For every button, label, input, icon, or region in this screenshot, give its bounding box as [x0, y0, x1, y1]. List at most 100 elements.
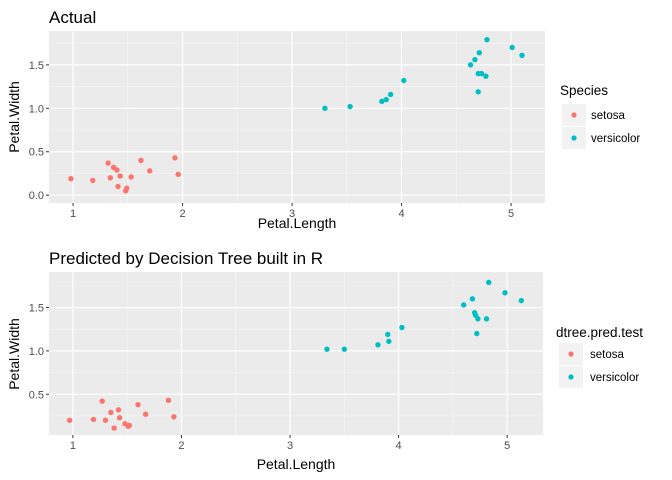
data-point-versicolor	[385, 331, 391, 338]
data-point-setosa	[108, 409, 114, 416]
actual-scatter-plot: Actual 1 2 3 4 5 0.0 0.5 1.0 1.5 Petal.Length P…	[6, 8, 640, 231]
data-point-versicolor	[375, 342, 381, 348]
x-tick-label: 1	[70, 440, 76, 452]
x-axis-title: Petal.Length	[258, 215, 337, 231]
data-point-versicolor	[518, 297, 524, 304]
x-tick-label: 2	[178, 440, 184, 452]
data-point-setosa	[107, 175, 114, 181]
data-point-versicolor	[475, 89, 481, 95]
legend-title: dtree.pred.test	[556, 325, 643, 340]
data-point-versicolor	[484, 36, 490, 43]
data-point-versicolor	[469, 296, 476, 302]
data-point-setosa	[90, 416, 97, 423]
data-point-versicolor	[387, 91, 394, 98]
data-point-versicolor	[386, 338, 392, 345]
data-point-versicolor	[472, 56, 478, 63]
data-point-versicolor	[475, 316, 481, 322]
data-point-setosa	[142, 411, 149, 417]
data-point-versicolor	[401, 77, 407, 84]
data-point-versicolor	[474, 330, 480, 337]
x-tick-labels: 1 2 3 4 5	[70, 203, 514, 220]
data-point-setosa	[172, 155, 178, 161]
data-points	[68, 36, 525, 194]
data-point-setosa	[117, 173, 123, 179]
x-tick-label: 4	[399, 208, 405, 220]
data-point-setosa	[138, 157, 144, 164]
legend-label-setosa: setosa	[591, 110, 625, 122]
y-axis-title: Petal.Width	[6, 81, 22, 153]
data-point-setosa	[175, 171, 181, 178]
data-point-setosa	[115, 407, 122, 413]
data-point-versicolor	[467, 62, 474, 68]
y-tick-label: 0.5	[29, 147, 44, 159]
data-point-versicolor	[399, 324, 405, 331]
data-point-versicolor	[379, 98, 385, 105]
x-tick-label: 5	[504, 440, 510, 452]
plot-panel-background	[49, 31, 545, 203]
y-tick-label: 0.5	[29, 389, 44, 401]
data-point-setosa	[68, 175, 74, 182]
data-point-setosa	[165, 397, 172, 404]
legend-key-setosa	[571, 112, 577, 118]
y-tick-label: 1.5	[29, 60, 44, 72]
data-point-setosa	[114, 167, 120, 173]
data-point-setosa	[99, 398, 105, 404]
y-tick-label: 1.5	[29, 303, 44, 315]
data-point-versicolor	[322, 105, 328, 112]
predicted-scatter-plot: Predicted by Decision Tree built in R 1 2…	[6, 249, 643, 472]
gridlines	[49, 31, 545, 203]
y-tick-label: 0.0	[29, 190, 44, 202]
x-axis-title: Petal.Length	[257, 456, 336, 472]
x-tick-label: 3	[289, 208, 295, 220]
gridlines	[49, 272, 543, 435]
data-point-setosa	[116, 414, 123, 421]
y-tick-label: 1.0	[29, 346, 44, 358]
data-point-setosa	[102, 417, 109, 423]
data-point-versicolor	[483, 316, 490, 322]
data-point-versicolor	[476, 50, 483, 56]
data-point-setosa	[111, 425, 117, 431]
data-point-setosa	[105, 160, 111, 166]
data-point-versicolor	[478, 70, 485, 77]
data-point-versicolor	[347, 103, 353, 110]
x-tick-label: 4	[396, 440, 402, 452]
data-point-versicolor	[502, 290, 508, 296]
y-tick-labels: 0.5 1.0 1.5	[29, 303, 49, 401]
legend-key-versicolor	[571, 135, 577, 141]
x-tick-label: 3	[287, 440, 293, 452]
data-point-setosa	[147, 168, 153, 174]
legend: Species setosa versicolor	[560, 83, 640, 149]
legend-label-versicolor: versicolor	[591, 133, 640, 145]
data-points	[66, 279, 524, 431]
x-tick-label: 2	[180, 208, 186, 220]
legend-label-versicolor: versicolor	[590, 372, 639, 384]
x-tick-label: 1	[70, 208, 76, 220]
legend-label-setosa: setosa	[590, 349, 624, 361]
data-point-setosa	[128, 174, 134, 180]
data-point-setosa	[115, 183, 121, 190]
legend-title: Species	[560, 83, 608, 98]
legend: dtree.pred.test setosa versicolor	[556, 325, 643, 388]
data-point-setosa	[90, 177, 96, 184]
data-point-versicolor	[509, 44, 515, 51]
data-point-setosa	[126, 422, 133, 429]
data-point-versicolor	[461, 302, 467, 308]
data-point-versicolor	[519, 52, 525, 59]
data-point-versicolor	[341, 346, 348, 352]
data-point-setosa	[135, 401, 141, 408]
y-axis-title: Petal.Width	[6, 318, 22, 390]
data-point-setosa	[171, 414, 177, 420]
data-point-versicolor	[383, 96, 389, 103]
x-tick-label: 5	[508, 208, 514, 220]
plot-title: Predicted by Decision Tree built in R	[49, 249, 323, 268]
data-point-versicolor	[483, 73, 489, 79]
legend-key-versicolor	[568, 374, 574, 380]
plot-panel-background	[49, 272, 543, 435]
data-point-versicolor	[486, 279, 492, 286]
plot-title: Actual	[49, 8, 96, 27]
data-point-setosa	[66, 417, 73, 423]
y-tick-labels: 0.0 0.5 1.0 1.5	[29, 60, 49, 202]
data-point-versicolor	[324, 346, 330, 352]
x-tick-labels: 1 2 3 4 5	[70, 435, 510, 452]
